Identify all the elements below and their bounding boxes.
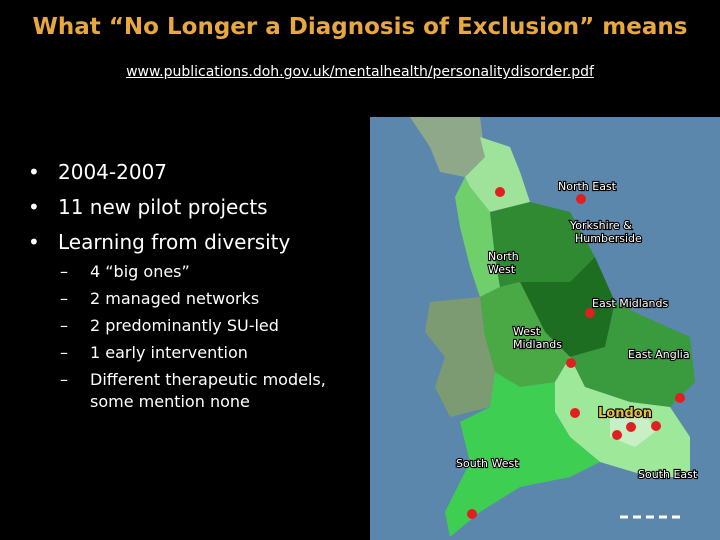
pilot-sites xyxy=(467,187,685,519)
bullet: 2004-2007 xyxy=(28,155,290,190)
sub-bullet: –2 predominantly SU-led xyxy=(60,316,279,335)
scotland xyxy=(410,117,485,177)
site-dot xyxy=(566,358,576,368)
sub-bullet-list: –4 “big ones” –2 managed networks –2 predo… xyxy=(60,258,370,413)
england-map: North East Yorkshire & Humberside North West… xyxy=(370,117,720,540)
bullet-list: 2004-200711 new pilot projectsLearning f… xyxy=(28,155,290,260)
region-label: North East xyxy=(558,180,617,193)
region-east-midlands xyxy=(520,257,615,357)
region-west-midlands xyxy=(480,282,570,387)
region-label: East Midlands xyxy=(592,297,669,310)
region-label: East Anglia xyxy=(628,348,690,361)
site-dot xyxy=(585,308,595,318)
site-dot xyxy=(651,421,661,431)
region-label: South West xyxy=(456,457,519,470)
sub-bullet: – Different therapeutic models, some ment… xyxy=(60,370,326,411)
site-dot xyxy=(612,430,622,440)
region-label: London xyxy=(598,406,652,421)
region-north-east xyxy=(465,137,530,212)
region-yorkshire xyxy=(490,202,595,287)
sub-bullet: –1 early intervention xyxy=(60,343,248,362)
sub-bullet: –4 “big ones” xyxy=(60,262,190,281)
site-dot xyxy=(467,509,477,519)
site-dot xyxy=(675,393,685,403)
region-label: South East xyxy=(638,468,698,481)
region-south-west xyxy=(445,372,600,537)
site-dot xyxy=(576,194,586,204)
sub-bullet-text: Different therapeutic models, some menti… xyxy=(90,370,326,411)
sub-bullet-text: 2 managed networks xyxy=(90,289,260,308)
source-link[interactable]: www.publications.doh.gov.uk/mentalhealth… xyxy=(126,64,594,80)
region-label: North West xyxy=(488,250,519,276)
site-dot xyxy=(626,422,636,432)
bullet: 11 new pilot projects xyxy=(28,190,290,225)
region-label: Yorkshire & Humberside xyxy=(569,219,642,245)
site-dot xyxy=(570,408,580,418)
site-dot xyxy=(495,187,505,197)
region-east-anglia xyxy=(570,302,695,407)
wales xyxy=(425,297,495,417)
bullet: Learning from diversity xyxy=(28,225,290,260)
sub-bullet-text: 2 predominantly SU-led xyxy=(90,316,279,335)
region-label: West Midlands xyxy=(513,325,562,351)
slide-title: What “No Longer a Diagnosis of Exclusion… xyxy=(32,14,688,40)
region-north-west xyxy=(455,177,500,297)
sub-bullet-text: 1 early intervention xyxy=(90,343,248,362)
sub-bullet-text: 4 “big ones” xyxy=(90,262,190,281)
sub-bullet: –2 managed networks xyxy=(60,289,260,308)
